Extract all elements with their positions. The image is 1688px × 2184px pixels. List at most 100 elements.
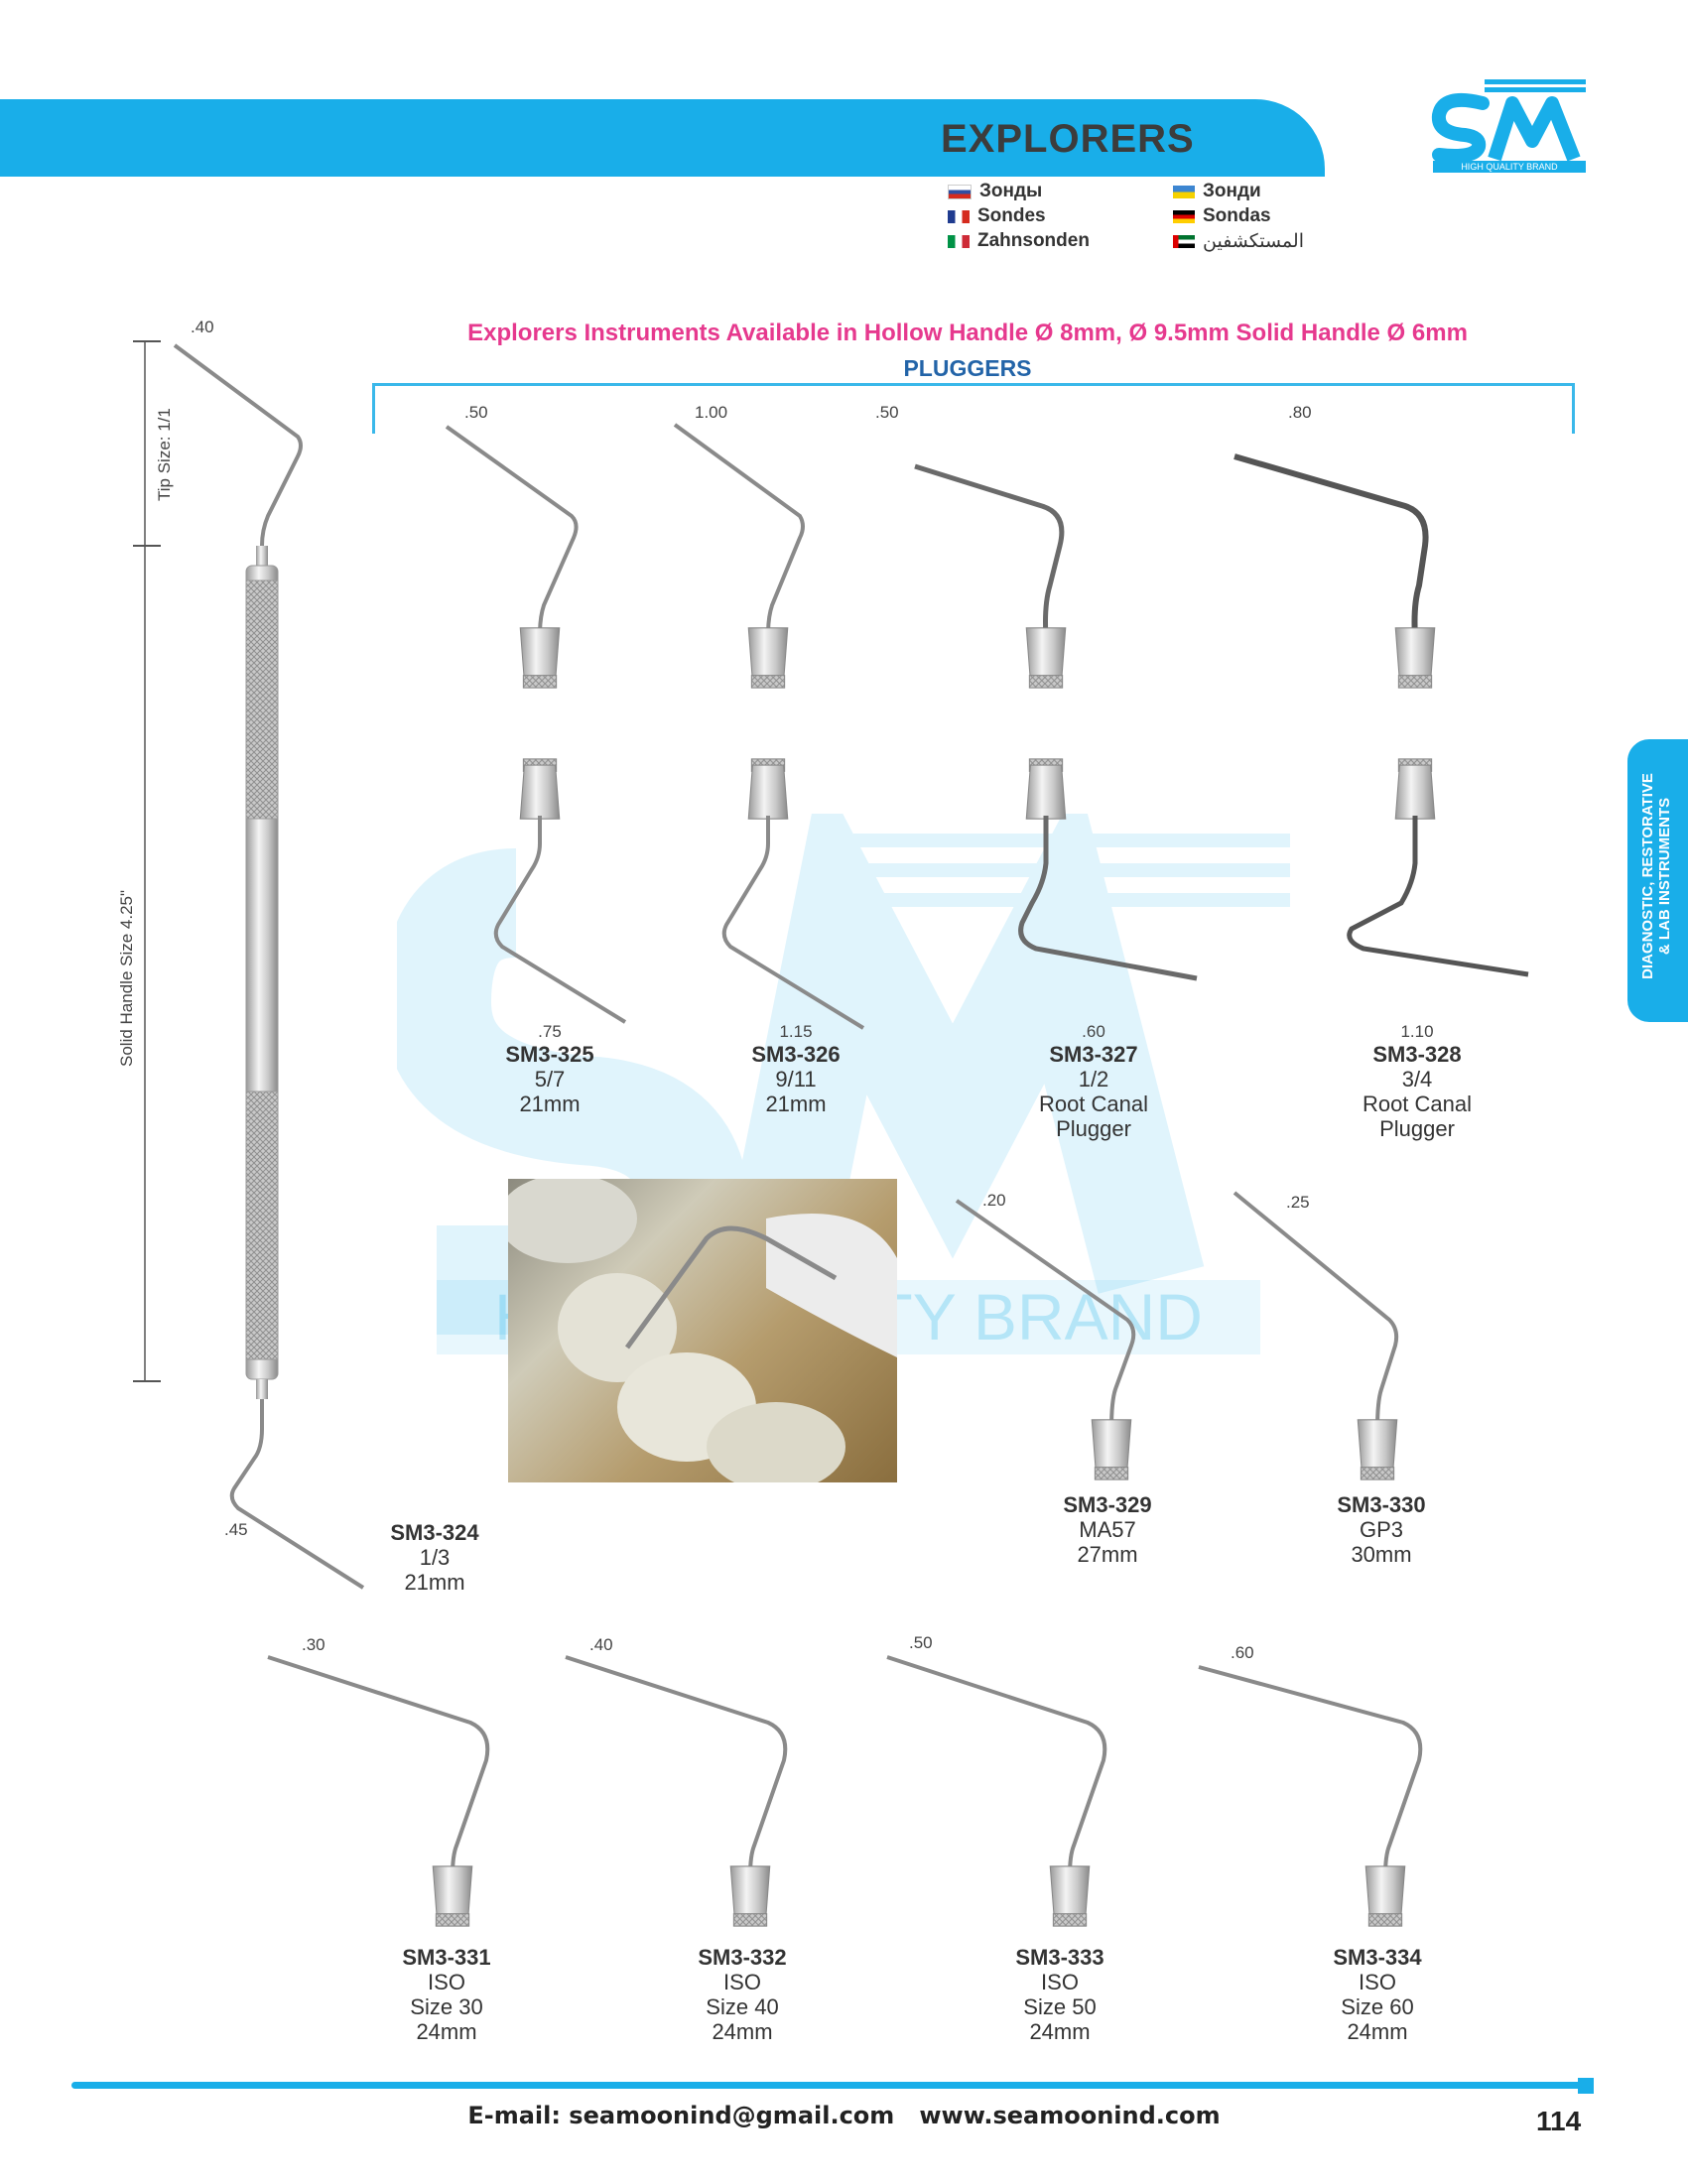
sm3-332-tip: .40 <box>589 1635 613 1654</box>
product-desc: Size 50 <box>1023 1994 1097 2019</box>
pluggers-bracket <box>372 383 1575 434</box>
product-code: SM3-325 <box>505 1042 594 1067</box>
middle-explorer-images <box>955 1191 1399 1480</box>
product-sm3-324: SM3-324 1/3 21mm <box>375 1520 494 1595</box>
plugger-325-top-tip: .50 <box>464 403 488 422</box>
product-desc: 30mm <box>1351 1542 1412 1567</box>
product-desc: 5/7 <box>534 1067 566 1092</box>
product-desc: ISO <box>723 1970 761 1994</box>
lang-ae: المستكشفين <box>1173 230 1304 253</box>
tip-size-label: Tip Size: 1/1 <box>155 408 174 501</box>
plugger-328-top-tip: .80 <box>1288 403 1312 422</box>
product-desc: 21mm <box>519 1092 581 1116</box>
product-code: SM3-328 <box>1372 1042 1462 1067</box>
logo-tagline: HIGH QUALITY BRAND <box>1461 162 1558 172</box>
bottom-tip: .60 <box>1082 1022 1105 1041</box>
product-desc: 1/3 <box>419 1545 451 1570</box>
side-tab-line: DIAGNOSTIC, RESTORATIVE <box>1639 773 1656 979</box>
header-bar <box>0 99 1325 177</box>
main-explorer-image <box>133 340 365 1590</box>
product-desc: Size 40 <box>706 1994 779 2019</box>
flag-it-icon <box>948 234 970 248</box>
product-code: SM3-334 <box>1333 1945 1422 1970</box>
lang-it: Zahnsonden <box>948 230 1090 252</box>
lang-label: Sondes <box>977 205 1046 226</box>
product-desc: MA57 <box>1079 1517 1136 1542</box>
product-desc: Plugger <box>1379 1116 1455 1141</box>
flag-ua-icon <box>1173 185 1195 198</box>
plugger-top-images <box>445 423 1436 689</box>
sm3-330-tip: .25 <box>1286 1193 1310 1212</box>
product-desc: 24mm <box>1347 2019 1408 2044</box>
product-sm3-325: .75 SM3-325 5/7 21mm <box>490 1022 609 1116</box>
product-desc: Plugger <box>1056 1116 1131 1141</box>
product-code: SM3-331 <box>402 1945 491 1970</box>
lang-label: Sondas <box>1203 205 1271 226</box>
product-sm3-329: SM3-329 MA57 27mm <box>1048 1492 1167 1567</box>
flag-de-icon <box>1173 209 1195 223</box>
product-sm3-330: SM3-330 GP3 30mm <box>1322 1492 1441 1567</box>
lang-fr: Sondes <box>948 205 1046 227</box>
plugger-326-top-tip: 1.00 <box>695 403 728 422</box>
product-code: SM3-330 <box>1337 1492 1426 1517</box>
category-side-tab <box>1627 739 1688 1022</box>
product-desc: 9/11 <box>775 1067 817 1092</box>
lang-label: Зонды <box>979 181 1043 201</box>
footer-divider <box>71 2082 1586 2089</box>
flag-ae-icon <box>1173 235 1195 248</box>
product-code: SM3-327 <box>1049 1042 1138 1067</box>
product-sm3-331: SM3-331 ISO Size 30 24mm <box>387 1945 506 2044</box>
lang-es: Sondas <box>1173 205 1271 227</box>
product-desc: 27mm <box>1077 1542 1138 1567</box>
iso-explorer-images <box>267 1655 1423 1927</box>
plugger-bottom-images <box>493 758 1529 1030</box>
product-desc: ISO <box>1359 1970 1396 1994</box>
flag-fr-icon <box>948 209 970 223</box>
sm3-333-tip: .50 <box>909 1633 933 1652</box>
product-sm3-332: SM3-332 ISO Size 40 24mm <box>683 1945 802 2044</box>
side-tab-line: & LAB INSTRUMENTS <box>1656 797 1673 956</box>
sm3-329-tip: .20 <box>982 1191 1006 1210</box>
bottom-tip: 1.15 <box>779 1022 813 1041</box>
main-tip-bottom: .45 <box>224 1520 248 1539</box>
page-number: 114 <box>1536 2106 1582 2136</box>
bottom-tip: .75 <box>538 1022 562 1041</box>
main-tip-top: .40 <box>191 318 214 336</box>
product-desc: 21mm <box>404 1570 465 1595</box>
product-desc: ISO <box>428 1970 465 1994</box>
product-desc: 24mm <box>416 2019 477 2044</box>
footer-dot <box>1578 2078 1594 2094</box>
product-desc: ISO <box>1041 1970 1079 1994</box>
product-desc: 1/2 <box>1078 1067 1109 1092</box>
product-code: SM3-324 <box>390 1520 479 1545</box>
product-desc: Root Canal <box>1362 1092 1473 1116</box>
sm3-334-tip: .60 <box>1231 1643 1254 1662</box>
sm3-331-tip: .30 <box>302 1635 325 1654</box>
lang-ua: Зонди <box>1173 181 1261 202</box>
product-code: SM3-326 <box>751 1042 841 1067</box>
lang-label: Zahnsonden <box>977 230 1090 251</box>
clinical-photo <box>508 1179 897 1482</box>
lang-ru: Зонды <box>948 181 1042 202</box>
side-tab-label: DIAGNOSTIC, RESTORATIVE & LAB INSTRUMENT… <box>1639 742 1673 1010</box>
sm-logo-icon <box>1431 79 1586 173</box>
product-sm3-327: .60 SM3-327 1/2 Root Canal Plugger <box>1024 1022 1163 1141</box>
product-code: SM3-333 <box>1015 1945 1104 1970</box>
product-desc: GP3 <box>1359 1517 1404 1542</box>
brand-logo: HIGH QUALITY BRAND <box>1429 75 1590 175</box>
lang-label: Зонди <box>1203 181 1261 201</box>
product-desc: Root Canal <box>1038 1092 1149 1116</box>
product-desc: Size 60 <box>1341 1994 1414 2019</box>
product-desc: 3/4 <box>1401 1067 1433 1092</box>
flag-ru-icon <box>948 184 972 199</box>
availability-subtitle: Explorers Instruments Available in Hollo… <box>467 320 1468 346</box>
product-desc: Size 30 <box>410 1994 483 2019</box>
plugger-327-top-tip: .50 <box>875 403 899 422</box>
product-desc: 24mm <box>1029 2019 1091 2044</box>
lang-label: المستكشفين <box>1203 231 1304 252</box>
bottom-tip: 1.10 <box>1400 1022 1434 1041</box>
handle-size-label: Solid Handle Size 4.25" <box>117 889 136 1067</box>
product-sm3-334: SM3-334 ISO Size 60 24mm <box>1318 1945 1437 2044</box>
product-desc: 24mm <box>712 2019 773 2044</box>
product-sm3-333: SM3-333 ISO Size 50 24mm <box>1000 1945 1119 2044</box>
